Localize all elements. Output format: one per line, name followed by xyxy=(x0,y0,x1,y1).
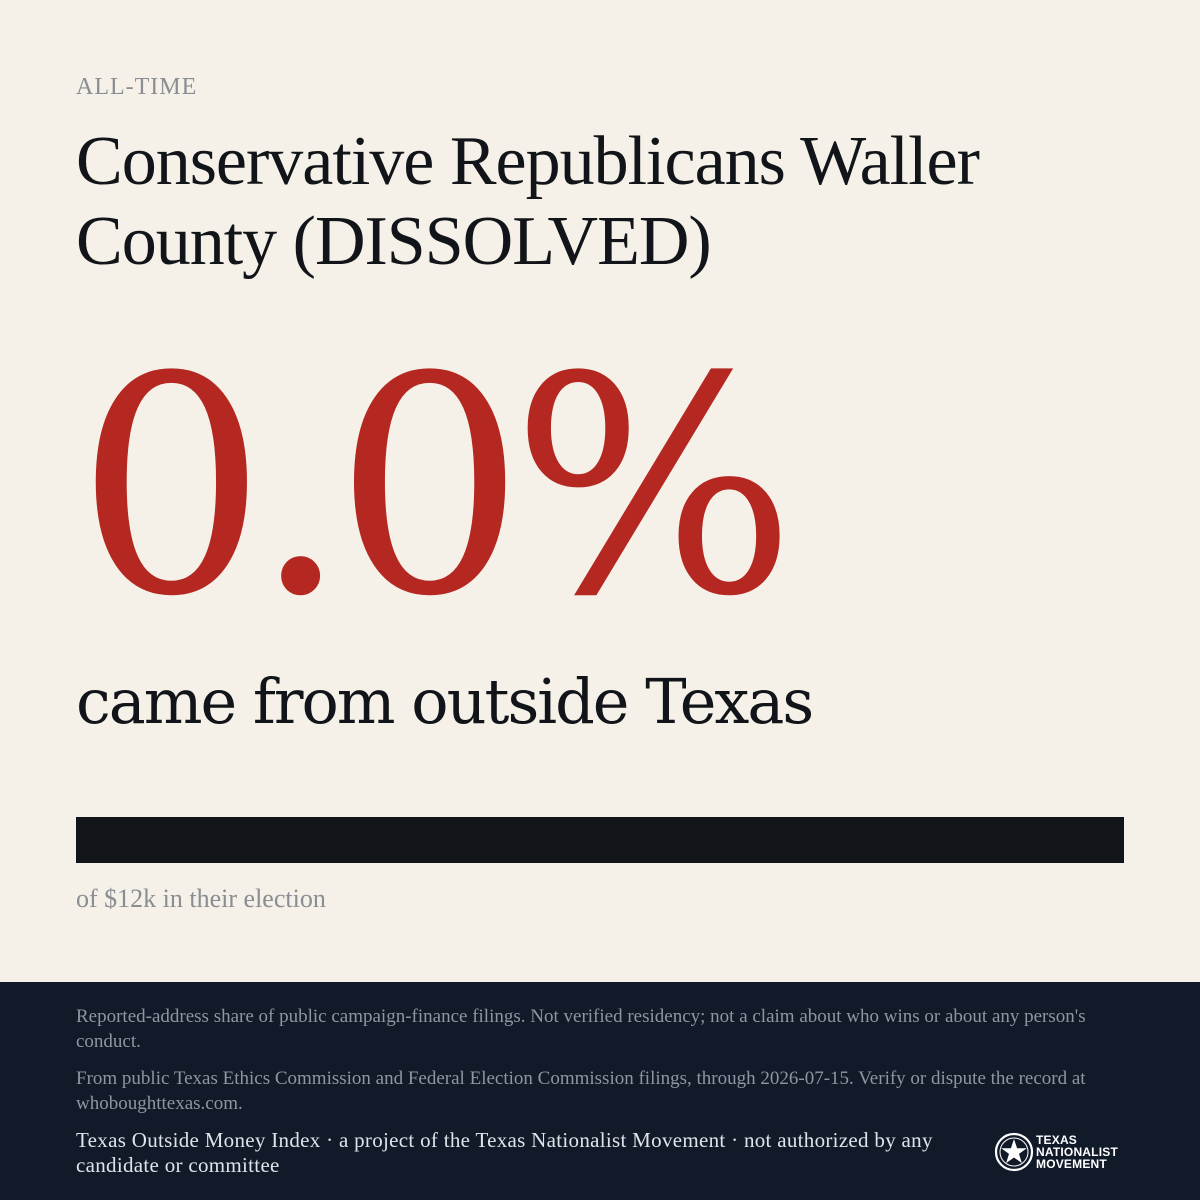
outside-share-caption: came from outside Texas xyxy=(76,665,814,738)
outside-share-percent: 0.0% xyxy=(76,313,796,662)
footer-credit: Texas Outside Money Index · a project of… xyxy=(76,1128,933,1177)
share-bar xyxy=(76,817,1124,863)
committee-title: Conservative Republicans Waller County (… xyxy=(76,123,980,280)
footer-source-note: From public Texas Ethics Commission and … xyxy=(76,1068,1086,1114)
tnm-logo: TEXAS NATIONALIST MOVEMENT xyxy=(994,1131,1124,1173)
logo-line-3: MOVEMENT xyxy=(1036,1157,1107,1171)
logo-line-1: TEXAS xyxy=(1036,1133,1078,1147)
star-seal-icon xyxy=(994,1132,1034,1172)
period-label: ALL-TIME xyxy=(76,74,198,100)
footer-disclaimer: Reported-address share of public campaig… xyxy=(76,1006,1086,1052)
logo-line-2: NATIONALIST xyxy=(1036,1145,1118,1159)
total-raised-line: of $12k in their election xyxy=(76,884,326,913)
